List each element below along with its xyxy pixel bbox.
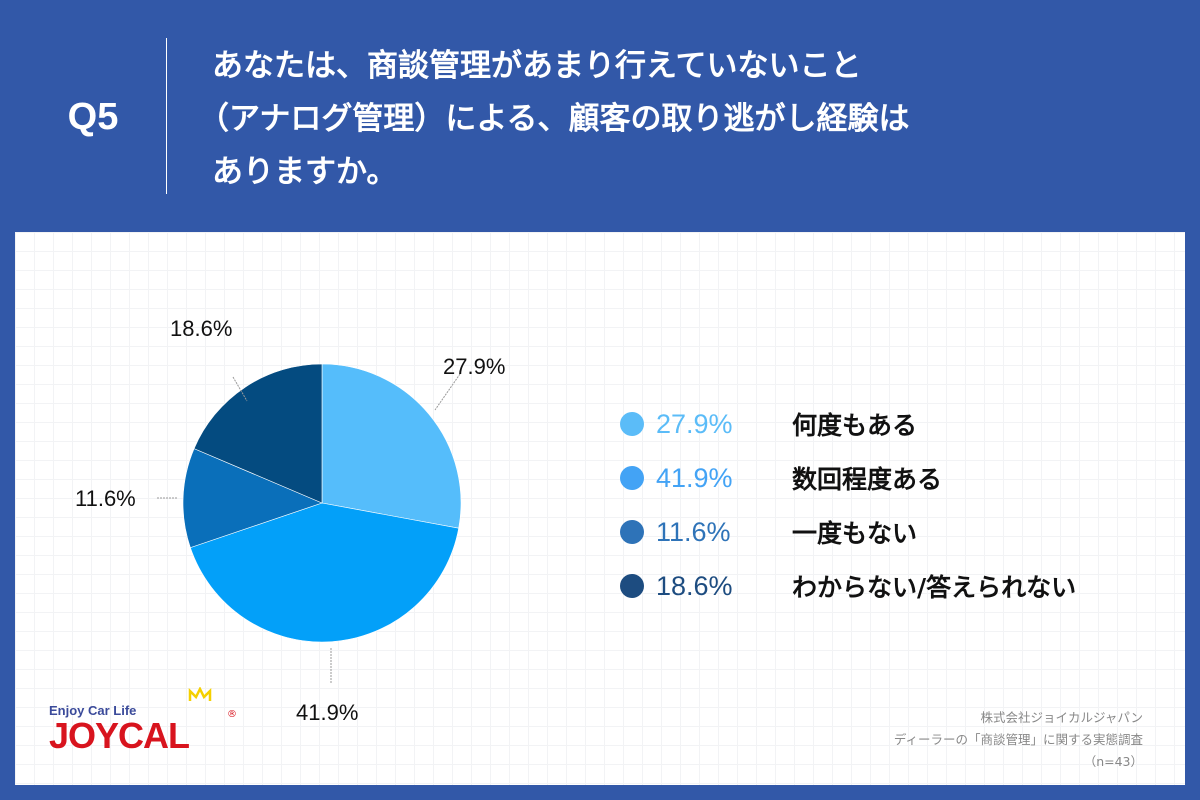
logo-wordmark: JOYCAL <box>49 715 190 756</box>
legend-dot-icon <box>620 574 644 598</box>
source-note: 株式会社ジョイカルジャパン ディーラーの「商談管理」に関する実態調査 （n=43… <box>894 707 1143 773</box>
legend-pct: 27.9% <box>656 408 733 439</box>
pie-slice-2 <box>189 502 460 643</box>
joycal-logo: Enjoy Car Life JOYCAL ® <box>37 687 237 757</box>
legend-item: 27.9% 何度もある <box>620 397 1076 451</box>
legend-item: 11.6% 一度もない <box>620 505 1076 559</box>
slice-label-4: 18.6% <box>170 316 233 341</box>
legend-pct: 11.6% <box>656 516 731 547</box>
question-line-3: ありますか。 <box>212 154 398 190</box>
pie-slice-4 <box>193 363 323 504</box>
leader-line-18-6 <box>232 376 248 402</box>
pie-slice-3 <box>182 448 323 548</box>
slice-label-1: 27.9% <box>443 354 506 379</box>
legend-label: 何度もある <box>792 411 918 440</box>
pie-slice-1 <box>321 363 462 529</box>
chart-panel: 27.9% 41.9% 11.6% 18.6% 27.9% 何度もある 41.9… <box>15 232 1185 785</box>
question-number: Q5 <box>67 96 119 138</box>
legend-pct: 18.6% <box>656 570 733 601</box>
logo-tagline: Enjoy Car Life <box>49 703 137 718</box>
source-sample-size: （n=43） <box>1083 754 1143 769</box>
legend-item: 18.6% わからない/答えられない <box>620 559 1076 613</box>
legend-dot-icon <box>620 466 644 490</box>
leader-line-27-9 <box>434 373 461 411</box>
question-line-1: あなたは、商談管理があまり行えていないこと <box>212 48 862 84</box>
pie-chart <box>157 363 462 684</box>
source-survey: ディーラーの「商談管理」に関する実態調査 <box>893 732 1143 747</box>
legend-item: 41.9% 数回程度ある <box>620 451 1076 505</box>
legend-label: 数回程度ある <box>792 465 943 494</box>
registered-mark: ® <box>227 709 237 720</box>
crown-icon <box>188 687 212 701</box>
source-company: 株式会社ジョイカルジャパン <box>980 710 1143 725</box>
legend-dot-icon <box>620 520 644 544</box>
chart-legend: 27.9% 何度もある 41.9% 数回程度ある 11.6% 一度もない 18.… <box>620 397 1076 613</box>
legend-label: 一度もない <box>792 519 918 548</box>
legend-label: わからない/答えられない <box>792 573 1077 602</box>
header-divider <box>166 38 167 194</box>
slice-label-3: 11.6% <box>75 486 136 511</box>
question-line-2: （アナログ管理）による、顧客の取り逃がし経験は <box>198 101 910 137</box>
question-header: Q5 あなたは、商談管理があまり行えていないこと （アナログ管理）による、顧客の… <box>0 0 1200 232</box>
legend-pct: 41.9% <box>656 462 733 493</box>
legend-dot-icon <box>620 412 644 436</box>
slice-label-2: 41.9% <box>296 700 359 725</box>
question-text: あなたは、商談管理があまり行えていないこと （アナログ管理）による、顧客の取り逃… <box>198 40 1132 199</box>
